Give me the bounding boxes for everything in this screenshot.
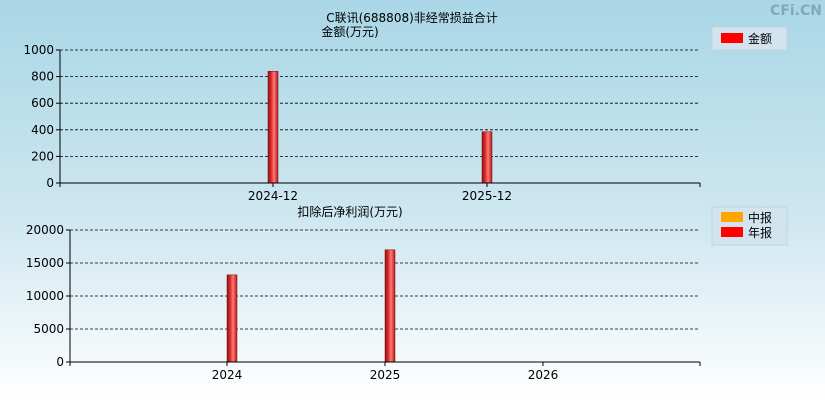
bar-金额-2025-12	[481, 131, 493, 184]
legend-swatch-interim	[721, 212, 743, 222]
legend-swatch-annual	[721, 227, 743, 237]
legend-swatch-amount	[721, 33, 743, 43]
y-tick-label: 0	[56, 355, 64, 369]
bar-年报-2024	[226, 274, 238, 363]
chart-2-legend: 中报 年报	[711, 206, 788, 246]
y-tick-label: 600	[31, 96, 54, 110]
x-tick-label: 2026	[528, 368, 559, 382]
x-tick-label: 2025-12	[462, 189, 512, 203]
chart-1-legend: 金额	[711, 26, 788, 51]
chart-2: 扣除后净利润(万元) 0 5000 10000 15000 20000 2024 2025…	[26, 204, 788, 382]
chart-1-bars	[267, 71, 493, 184]
y-tick-label: 800	[31, 70, 54, 84]
chart-1-x-ticks: 2024-12 2025-12	[59, 183, 701, 203]
y-tick-label: 15000	[26, 256, 64, 270]
y-tick-label: 400	[31, 123, 54, 137]
chart-1: C联讯(688808)非经常损益合计 金额(万元) 0 200 400 600 800 1…	[23, 10, 788, 203]
y-tick-label: 0	[46, 176, 54, 190]
watermark-logo: CFi.CN	[770, 3, 822, 19]
y-tick-label: 1000	[23, 43, 54, 57]
chart-1-ylabel: 金额(万元)	[321, 24, 378, 39]
y-tick-label: 200	[31, 149, 54, 163]
chart-2-bars	[226, 249, 396, 363]
x-tick-label: 2025	[370, 368, 401, 382]
legend-label-interim: 中报	[748, 210, 772, 225]
chart-2-x-ticks: 2024 2025 2026	[69, 362, 701, 382]
y-tick-label: 5000	[33, 322, 64, 336]
chart-1-gridlines	[60, 49, 700, 157]
chart-2-y-ticks: 0 5000 10000 15000 20000	[26, 223, 70, 369]
chart-1-y-ticks: 0 200 400 600 800 1000	[23, 43, 60, 190]
legend-label-amount: 金额	[748, 31, 772, 46]
chart-2-title: 扣除后净利润(万元)	[297, 204, 402, 219]
bar-金额-2024-12	[267, 71, 279, 184]
x-tick-label: 2024	[212, 368, 243, 382]
y-tick-label: 10000	[26, 289, 64, 303]
y-tick-label: 20000	[26, 223, 64, 237]
chart-1-title: C联讯(688808)非经常损益合计	[326, 10, 498, 25]
x-tick-label: 2024-12	[248, 189, 298, 203]
legend-label-annual: 年报	[748, 225, 772, 240]
bar-年报-2025	[384, 249, 396, 363]
